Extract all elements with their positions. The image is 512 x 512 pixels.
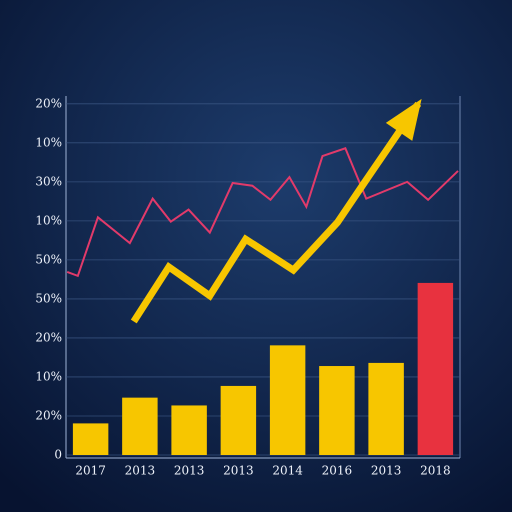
y-tick-label: 30% [35,174,62,188]
y-tick-label: 50% [35,252,62,266]
x-tick-label: 2013 [125,464,156,478]
y-tick-label: 10% [35,135,62,149]
bar [269,345,306,455]
bar [171,405,207,455]
x-tick-label: 2013 [174,464,205,478]
y-tick-label: 0 [54,448,62,462]
bar [122,397,158,455]
y-tick-label: 20% [35,96,62,110]
y-tick-label: 50% [35,291,62,305]
bar [368,362,404,455]
bar [319,366,355,455]
y-tick-label: 20% [35,408,62,422]
arrow-head [385,98,422,141]
x-tick-label: 2013 [371,464,402,478]
bar [417,282,454,455]
line [130,101,422,324]
y-tick-label: 10% [35,213,62,227]
bar [72,423,109,455]
y-tick-label: 10% [35,369,62,383]
x-tick-label: 2018 [420,464,451,478]
x-tick-label: 2014 [272,464,303,478]
x-tick-label: 2013 [223,464,254,478]
x-tick-label: 2016 [322,464,353,478]
bar [220,385,257,455]
x-tick-label: 2017 [75,464,106,478]
y-tick-label: 20% [35,330,62,344]
line [66,147,459,278]
